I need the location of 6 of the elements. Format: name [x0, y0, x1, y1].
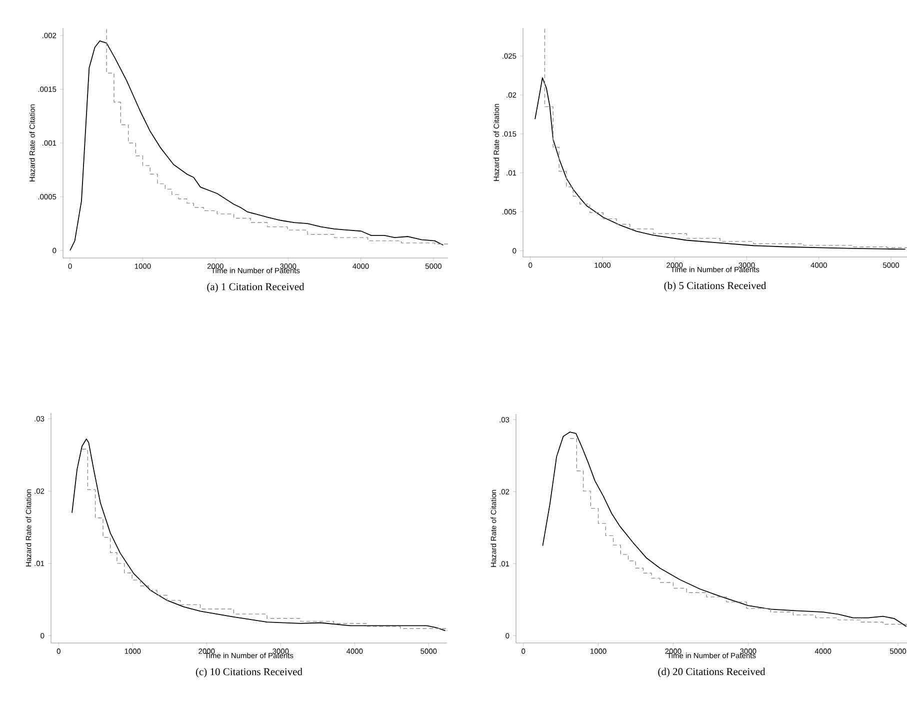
text: (a) 1 Citation Received — [207, 282, 304, 292]
line-series — [70, 40, 444, 251]
line-series — [534, 77, 906, 250]
text: (b) 5 Citations Received — [664, 282, 766, 292]
text: (c) 10 Citations Received — [196, 668, 302, 678]
text: (d) 20 Citations Received — [658, 668, 766, 678]
